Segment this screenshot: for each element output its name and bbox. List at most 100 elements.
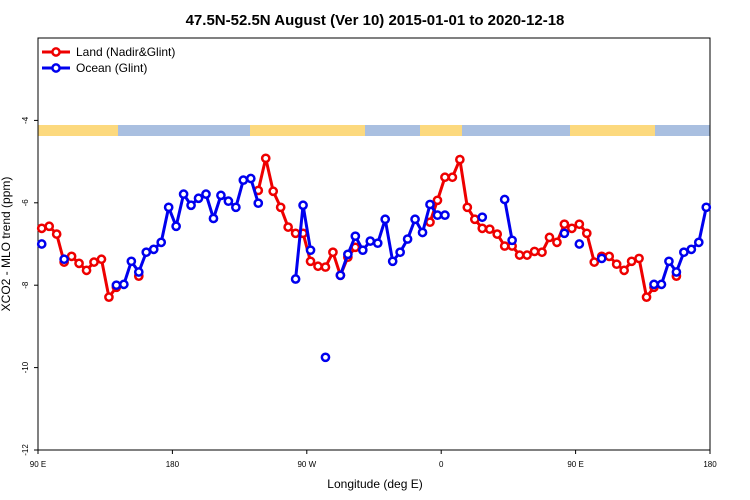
- point: [440, 172, 450, 183]
- point: [260, 153, 271, 164]
- legend-marker: [51, 63, 61, 73]
- point: [335, 270, 346, 281]
- point: [552, 237, 562, 248]
- point: [656, 279, 667, 290]
- legend-label: Ocean (Glint): [76, 61, 147, 75]
- point: [328, 247, 338, 258]
- point: [268, 186, 279, 197]
- point: [193, 193, 204, 204]
- point: [320, 352, 331, 363]
- point: [245, 173, 256, 184]
- point: [701, 202, 712, 213]
- y-tick-label: -4: [21, 116, 30, 124]
- x-tick-label: 90 W: [297, 460, 316, 469]
- point: [544, 232, 555, 243]
- point: [432, 195, 443, 206]
- point: [514, 250, 525, 260]
- point: [141, 247, 152, 258]
- point: [499, 241, 510, 251]
- point: [455, 154, 465, 165]
- point: [604, 251, 615, 262]
- x-tick-label: 90 E: [567, 460, 583, 469]
- point: [283, 222, 293, 232]
- point: [477, 212, 488, 223]
- point: [253, 198, 264, 209]
- point: [81, 265, 92, 276]
- point: [126, 256, 137, 267]
- point: [305, 245, 316, 256]
- point: [559, 219, 570, 230]
- point: [574, 239, 585, 249]
- point: [574, 219, 585, 230]
- point: [440, 210, 450, 221]
- x-axis-label: Longitude (deg E): [327, 477, 422, 491]
- point: [51, 229, 62, 239]
- chart-title: 47.5N-52.5N August (Ver 10) 2015-01-01 t…: [186, 12, 565, 29]
- point: [395, 247, 405, 258]
- point: [44, 221, 55, 232]
- point: [36, 223, 47, 234]
- point: [186, 200, 196, 211]
- point: [148, 244, 159, 255]
- point: [89, 257, 99, 267]
- point: [425, 199, 435, 210]
- point: [626, 256, 637, 267]
- point: [216, 190, 226, 201]
- point: [507, 235, 517, 246]
- point: [208, 213, 219, 224]
- y-axis-label: XCO2 - MLO trend (ppm): [0, 177, 13, 312]
- point: [402, 234, 413, 244]
- point: [589, 257, 600, 267]
- y-tick-label: -10: [21, 361, 30, 373]
- point: [634, 253, 644, 264]
- point: [104, 292, 114, 302]
- point: [119, 279, 129, 290]
- point: [238, 175, 249, 185]
- point: [559, 228, 570, 239]
- point: [111, 280, 122, 291]
- point: [387, 256, 398, 267]
- legend-label: Land (Nadir&Glint): [76, 45, 175, 59]
- point: [201, 189, 211, 199]
- land-ocean-mask: [38, 125, 710, 136]
- point: [343, 249, 353, 260]
- point: [59, 254, 69, 265]
- point: [290, 228, 301, 239]
- point: [686, 244, 697, 255]
- y-tick-label: -12: [21, 444, 30, 456]
- point: [313, 261, 323, 272]
- point: [74, 258, 84, 269]
- point: [596, 253, 607, 264]
- y-tick-label: -6: [21, 199, 30, 207]
- point: [432, 210, 443, 221]
- point: [231, 202, 241, 213]
- point: [611, 259, 622, 270]
- point: [679, 247, 689, 258]
- point: [36, 239, 47, 249]
- x-tick-label: 180: [166, 460, 180, 469]
- point: [529, 246, 540, 257]
- point: [298, 200, 308, 211]
- point: [171, 221, 181, 232]
- x-tick-label: 90 E: [30, 460, 46, 469]
- point: [350, 231, 361, 242]
- point: [365, 236, 376, 246]
- point: [522, 250, 532, 260]
- point: [462, 202, 473, 213]
- point: [223, 196, 234, 207]
- point: [447, 172, 458, 183]
- point: [357, 245, 368, 256]
- x-tick-label: 0: [439, 460, 444, 469]
- point: [320, 262, 331, 272]
- point: [641, 292, 652, 302]
- point: [133, 267, 144, 277]
- point: [469, 214, 480, 225]
- point: [96, 254, 107, 265]
- point: [537, 247, 547, 258]
- point: [484, 224, 495, 235]
- legend-marker: [51, 47, 61, 57]
- point: [671, 267, 682, 277]
- point: [649, 279, 659, 290]
- point: [492, 229, 503, 239]
